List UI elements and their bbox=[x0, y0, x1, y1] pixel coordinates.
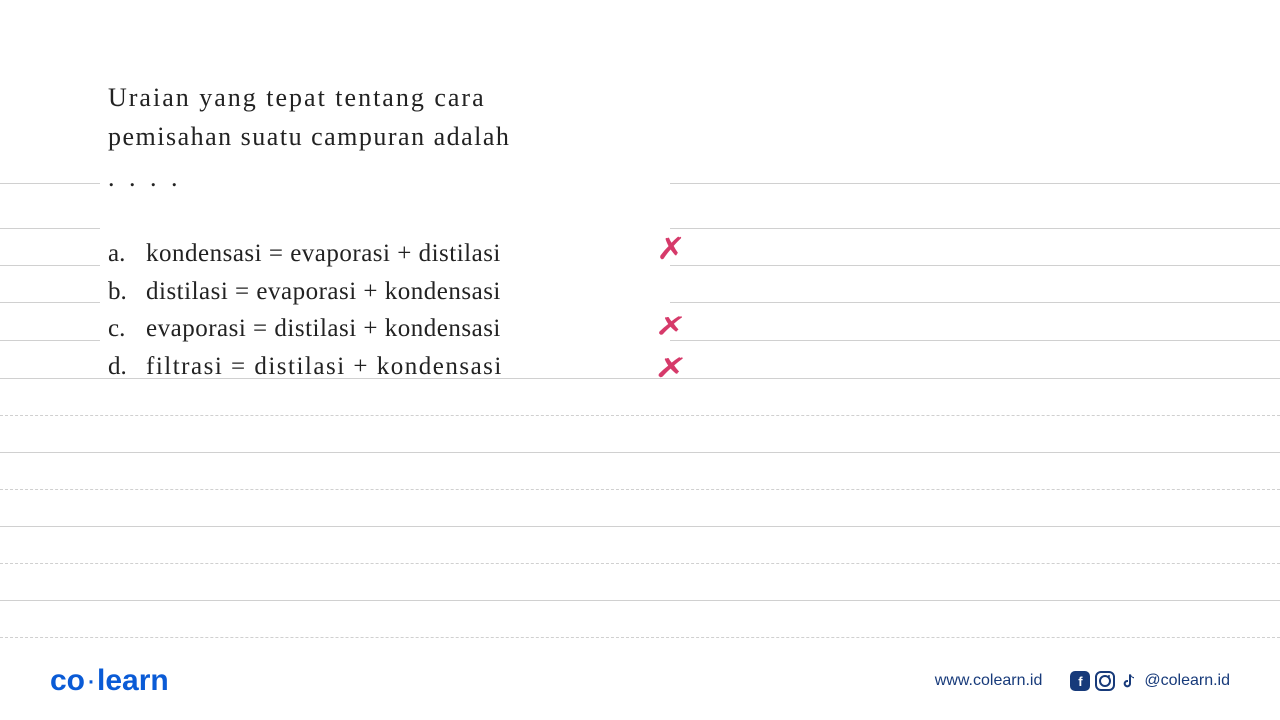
option-letter-d: d. bbox=[108, 348, 146, 386]
brand-logo: co·learn bbox=[50, 664, 169, 698]
wrong-mark-icon: ✗ bbox=[656, 234, 686, 265]
question-content: Uraian yang tepat tentang cara pemisahan… bbox=[0, 0, 1280, 385]
answer-options: a. kondensasi = evaporasi + distilasi ✗ … bbox=[108, 235, 1280, 385]
social-handle: @colearn.id bbox=[1144, 672, 1230, 690]
question-prompt: Uraian yang tepat tentang cara pemisahan… bbox=[108, 78, 1280, 197]
option-text-b: distilasi = evaporasi + kondensasi bbox=[146, 273, 501, 311]
social-icons: f bbox=[1070, 671, 1138, 691]
logo-dot: · bbox=[86, 664, 96, 697]
instagram-icon bbox=[1095, 671, 1115, 691]
option-a: a. kondensasi = evaporasi + distilasi ✗ bbox=[108, 235, 1280, 273]
option-text-c: evaporasi = distilasi + kondensasi bbox=[146, 310, 501, 348]
question-line-3: . . . . bbox=[108, 158, 1280, 197]
option-d: d. filtrasi = distilasi + kondensasi ✗ bbox=[108, 348, 1280, 386]
tiktok-icon bbox=[1120, 671, 1138, 691]
facebook-icon: f bbox=[1070, 671, 1090, 691]
wrong-mark-icon: ✗ bbox=[654, 313, 687, 338]
option-text-a: kondensasi = evaporasi + distilasi bbox=[146, 235, 501, 273]
option-c: c. evaporasi = distilasi + kondensasi ✗ bbox=[108, 310, 1280, 348]
logo-prefix: co bbox=[50, 664, 85, 697]
option-text-d: filtrasi = distilasi + kondensasi bbox=[146, 348, 503, 386]
wrong-mark-icon: ✗ bbox=[654, 354, 689, 381]
logo-suffix: learn bbox=[97, 664, 169, 697]
website-url: www.colearn.id bbox=[935, 672, 1043, 690]
option-letter-a: a. bbox=[108, 235, 146, 273]
option-letter-c: c. bbox=[108, 310, 146, 348]
question-line-2: pemisahan suatu campuran adalah bbox=[108, 117, 1280, 156]
question-line-1: Uraian yang tepat tentang cara bbox=[108, 78, 1280, 117]
option-letter-b: b. bbox=[108, 273, 146, 311]
footer: co·learn www.colearn.id f @colearn.id bbox=[0, 664, 1280, 698]
footer-right: www.colearn.id f @colearn.id bbox=[935, 671, 1230, 691]
option-b: b. distilasi = evaporasi + kondensasi bbox=[108, 273, 1280, 311]
social-section: f @colearn.id bbox=[1070, 671, 1230, 691]
